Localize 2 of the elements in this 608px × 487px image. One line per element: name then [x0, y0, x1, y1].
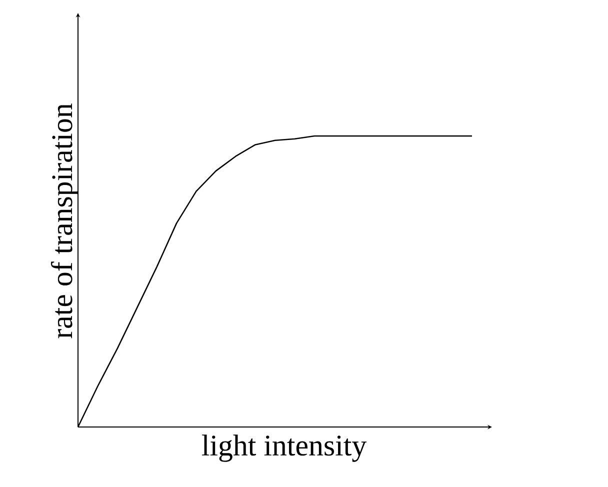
y-axis-title: rate of transpiration — [50, 104, 78, 338]
x-axis-title: light intensity — [202, 434, 367, 462]
